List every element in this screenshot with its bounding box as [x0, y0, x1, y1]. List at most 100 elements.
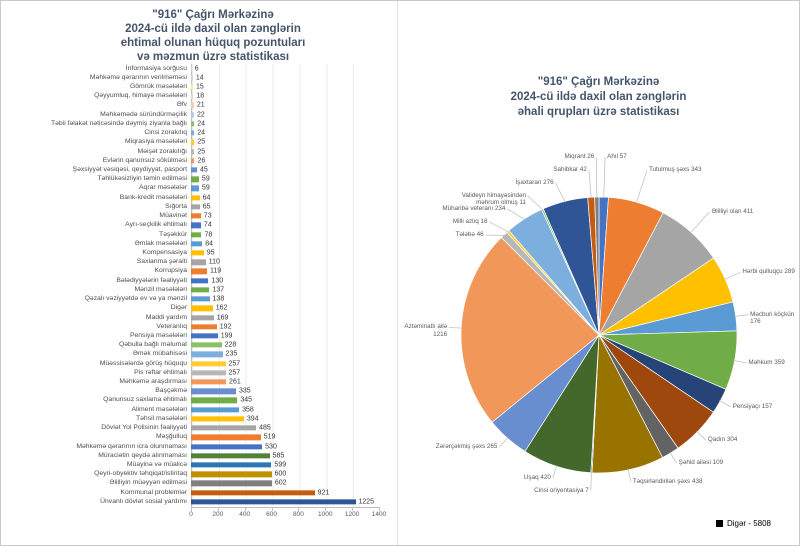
bar-value-label: 921: [317, 489, 330, 497]
bar-row: Məhkəmədə süründürməçilik 22: [1, 110, 397, 119]
bar: [191, 139, 195, 146]
bar: [191, 407, 240, 413]
bar-value-label: 59: [201, 175, 210, 183]
bar-row: Digər 162: [1, 304, 397, 313]
bar-track: 110: [191, 258, 379, 267]
pie-leader-line: [724, 272, 741, 280]
bar-track: 59: [191, 175, 379, 184]
pie-leader-line: [627, 468, 632, 482]
bar-row: Müraciətin qeydə alınmaması 585: [1, 451, 397, 460]
bar-track: 335: [191, 387, 379, 396]
x-axis-tick-label: 1000: [318, 511, 333, 518]
bar-track: 921: [191, 488, 379, 497]
x-axis-tick-label: 200: [212, 511, 224, 518]
bar-category-label: Korrupsiya: [154, 267, 188, 275]
bar-chart-title-line: və məzmun üzrə statistikası: [136, 51, 290, 63]
bar-category-label: Məişət zorakılığı: [137, 147, 187, 155]
bar-track: 26: [191, 156, 379, 165]
bar-row: Maddi yardım 169: [1, 313, 397, 322]
bar: [191, 314, 214, 321]
x-axis-tick-label: 400: [239, 511, 251, 518]
bar-value-label: 261: [229, 378, 241, 386]
bar-track: 345: [191, 396, 379, 405]
bar-gridlines: [191, 64, 380, 507]
bar-value-label: 519: [263, 433, 276, 441]
bar-row: Dövlət Yol Polisinin fəaliyyəti 485: [1, 424, 397, 433]
bar-chart-title-line: 2024-cü ildə daxil olan zənglərin: [125, 23, 301, 35]
pie-leader-line: [489, 221, 509, 233]
bar-value-label: 345: [240, 396, 253, 404]
pie-leader-line: [719, 400, 731, 408]
pie-leader-line: [696, 430, 707, 441]
bar-track: 130: [191, 276, 379, 285]
bar: [191, 75, 193, 81]
bar-category-label: Mənzil məsələləri: [134, 285, 187, 293]
bar-value-label: 169: [216, 314, 229, 322]
bar-value-label: 335: [238, 387, 251, 395]
bar-track: 22: [191, 110, 379, 119]
bar-category-label: Müayinə və müalicə: [126, 461, 187, 469]
bar-category-label: Əmək mübahisəsi: [132, 350, 187, 358]
bar-category-label: Qəbulla bağlı məlumat: [118, 341, 187, 349]
bar-category-label: Başçəkmə: [155, 387, 187, 395]
bar: [191, 204, 200, 210]
bar-category-label: Veteranlıq: [156, 322, 187, 330]
legend-label: Digər - 5808: [726, 519, 771, 528]
legend-swatch: [715, 520, 723, 527]
bar-track: 257: [191, 368, 379, 377]
x-axis-tick-label: 1200: [344, 511, 360, 518]
bar-row: Məhkəmə qərarının icra olunmaması 530: [1, 442, 397, 451]
bar-row: Əmək mübahisəsi 235: [1, 350, 397, 359]
x-axis: 0 200 400 600 800 1000 1200 1400: [189, 507, 386, 522]
bar-value-label: 24: [197, 129, 206, 137]
bar-value-label: 235: [225, 350, 238, 358]
bar-value-label: 18: [196, 92, 205, 100]
pie-leader-line: [690, 211, 710, 234]
bar: [191, 250, 204, 256]
bar-track: 261: [191, 377, 379, 386]
bar-track: 192: [191, 322, 379, 331]
bar-value-label: 21: [196, 101, 205, 109]
bar-value-label: 600: [274, 470, 287, 478]
bar: [191, 158, 195, 164]
bar-plot-area: İnformasiya sorğusu 6 Məhkəmə qərarının ve…: [1, 64, 397, 518]
bar: [191, 490, 315, 496]
bar-category-label: Qəyyumluq, himayə məsələləri: [94, 92, 187, 100]
bar-value-label: 137: [212, 286, 225, 294]
bar: [191, 351, 223, 358]
pie-leader-line: [595, 157, 598, 199]
bar-track: 257: [191, 359, 379, 368]
bar-track: 519: [191, 433, 379, 442]
bar: [191, 388, 236, 394]
bar-category-label: Məhkəmə qərarının icra olunmaması: [76, 442, 187, 450]
bar-track: 78: [191, 230, 379, 239]
bar-value-label: 585: [272, 452, 285, 460]
bar-category-label: Əmlak məsələləri: [134, 239, 187, 247]
bar: [191, 443, 263, 450]
x-axis-tick: [379, 508, 380, 511]
bar-value-label: 599: [274, 461, 287, 469]
pie-leader-line: [555, 182, 566, 203]
bar-value-label: 25: [197, 148, 206, 156]
bar-track: 228: [191, 341, 379, 350]
bar-track: 74: [191, 221, 379, 230]
bar-row: Miqrasiya məsələləri 25: [1, 138, 397, 147]
bar-category-label: Müraciətin qeydə alınmaması: [98, 451, 187, 459]
bar-category-label: Gömrük məsələləri: [129, 83, 187, 91]
bar-track: 137: [191, 285, 379, 294]
bar-category-label: Təhsil məsələləri: [136, 414, 187, 422]
bar: [191, 195, 200, 201]
bar-track: 65: [191, 202, 379, 211]
bar-value-label: 119: [209, 267, 222, 275]
bar: [191, 324, 217, 330]
bar-row: Korrupsiya 119: [1, 267, 397, 276]
bar: [191, 121, 195, 127]
pie-chart-title-line: 2024-cü ildə daxil olan zənglərin: [510, 91, 687, 103]
bar-value-label: 530: [265, 443, 277, 451]
bar-row: Mənzil məsələləri 137: [1, 285, 397, 294]
bar-value-label: 95: [206, 249, 215, 257]
x-axis-tick-label: 1400: [371, 511, 387, 518]
bar-track: 599: [191, 460, 379, 469]
bar-track: 24: [191, 129, 379, 138]
pie-leader-line: [552, 465, 558, 478]
